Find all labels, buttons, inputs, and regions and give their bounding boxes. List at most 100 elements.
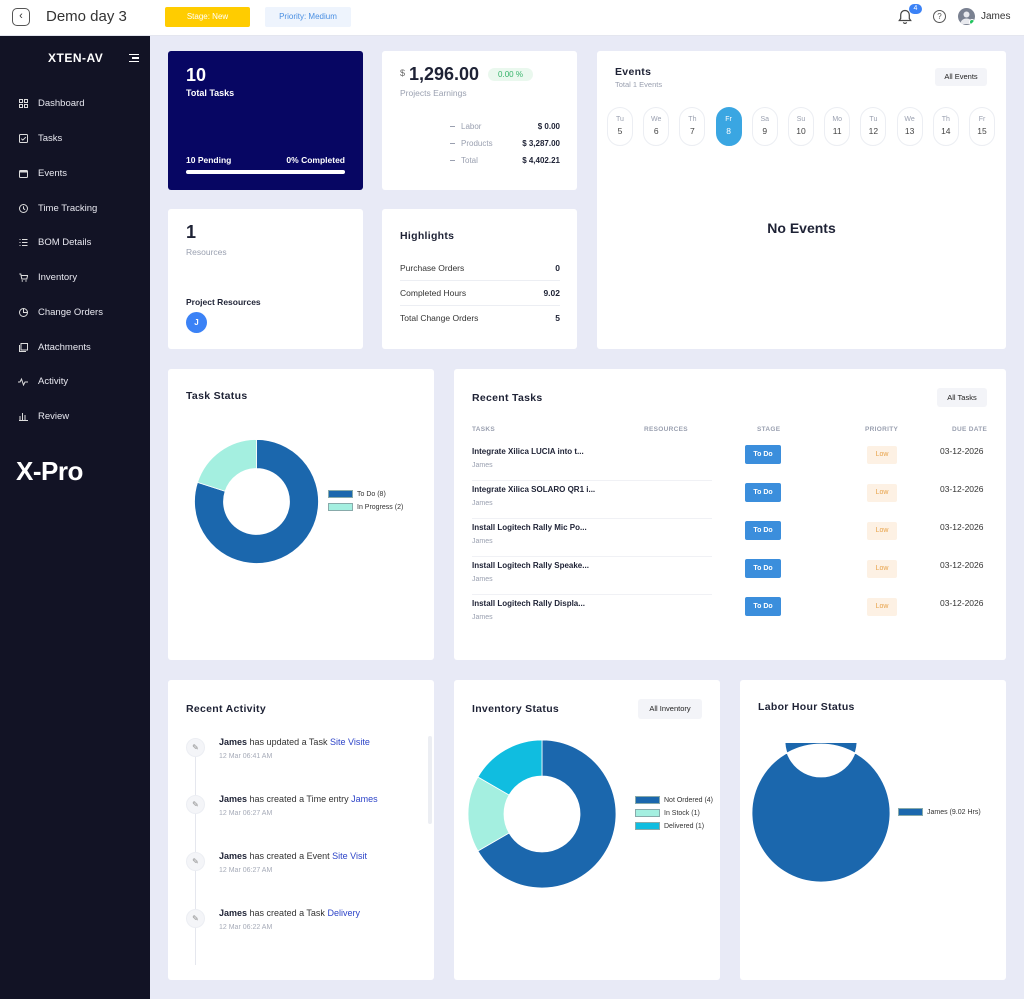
earnings-row-label: Products [450, 139, 493, 148]
stage-badge[interactable]: To Do [745, 521, 781, 540]
task-name[interactable]: Integrate Xilica LUCIA into t... [472, 447, 584, 456]
all-events-button[interactable]: All Events [935, 68, 987, 86]
earnings-row-label: Total [450, 156, 478, 165]
help-icon[interactable]: ? [933, 10, 946, 23]
avatar[interactable] [958, 8, 975, 25]
row-divider [472, 480, 712, 481]
day-th-7[interactable]: Th 7 [679, 107, 706, 146]
day-we-6[interactable]: We 6 [643, 107, 670, 146]
activity-text: James has updated a Task Site Visite [219, 737, 370, 747]
slice-0[interactable] [477, 739, 617, 889]
resources-count: 1 [186, 222, 197, 242]
day-date: 8 [726, 126, 731, 136]
stage-badge[interactable]: Stage: New [165, 7, 250, 27]
day-fr-15[interactable]: Fr 15 [969, 107, 995, 146]
day-date: 10 [796, 126, 806, 136]
stage-badge[interactable]: To Do [745, 445, 781, 464]
all-tasks-button[interactable]: All Tasks [937, 388, 987, 407]
day-name: Th [941, 116, 950, 123]
legend-swatch [328, 503, 353, 511]
activity-target-link[interactable]: James [351, 794, 378, 804]
task-status-title: Task Status [186, 390, 248, 402]
all-inventory-button[interactable]: All Inventory [638, 699, 702, 719]
sidebar-item-label: Inventory [38, 271, 78, 283]
divider [400, 280, 560, 281]
back-button[interactable]: ‹ [12, 8, 30, 26]
column-header-stage[interactable]: STAGE [757, 426, 781, 433]
day-mo-11[interactable]: Mo 11 [824, 107, 851, 146]
labor-hour-status-title: Labor Hour Status [758, 701, 855, 713]
column-header-due-date[interactable]: DUE DATE [952, 426, 988, 433]
sidebar-item-events[interactable]: Events [18, 166, 67, 180]
legend-item[interactable]: Not Ordered (4) [635, 795, 713, 805]
sidebar-item-tasks[interactable]: Tasks [18, 131, 62, 145]
x-pro-logo: X-Pro [16, 456, 83, 486]
activity-scrollbar[interactable] [428, 736, 432, 824]
column-header-tasks[interactable]: TASKS [472, 426, 496, 433]
activity-target-link[interactable]: Site Visit [332, 851, 367, 861]
task-resource: James [472, 538, 493, 545]
day-name: Sa [760, 116, 770, 123]
resource-avatar[interactable]: J [186, 312, 207, 333]
sidebar-item-time-tracking[interactable]: Time Tracking [18, 201, 97, 215]
row-divider [472, 518, 712, 519]
legend-item[interactable]: James (9.02 Hrs) [898, 807, 981, 817]
bell-icon[interactable] [898, 9, 912, 25]
slice-0[interactable] [194, 439, 319, 564]
stage-badge[interactable]: To Do [745, 597, 781, 616]
legend-item[interactable]: Delivered (1) [635, 821, 713, 831]
day-tu-5[interactable]: Tu 5 [607, 107, 633, 146]
activity-target-link[interactable]: Site Visite [329, 737, 370, 747]
inventory-status-donut-chart [467, 739, 617, 889]
sidebar-item-activity[interactable]: Activity [18, 374, 68, 388]
legend-item[interactable]: In Stock (1) [635, 808, 713, 818]
task-name[interactable]: Install Logitech Rally Speake... [472, 561, 589, 570]
legend-swatch [898, 808, 923, 816]
day-name: Th [688, 116, 697, 123]
slice-0[interactable] [751, 743, 891, 883]
sidebar-item-dashboard[interactable]: Dashboard [18, 96, 84, 110]
notification-count-badge: 4 [909, 4, 922, 14]
row-divider [472, 556, 712, 557]
day-su-10[interactable]: Su 10 [788, 107, 814, 146]
day-we-13[interactable]: We 13 [896, 107, 923, 146]
top-bar: ‹ Demo day 3 Stage: New Priority: Medium… [0, 0, 1024, 36]
slice-2[interactable] [477, 739, 543, 796]
priority-badge[interactable]: Priority: Medium [265, 7, 351, 27]
total-tasks-card: 10 Total Tasks 10 Pending 0% Completed [168, 51, 363, 190]
column-header-priority[interactable]: PRIORITY [865, 426, 899, 433]
stage-badge[interactable]: To Do [745, 483, 781, 502]
stage-badge[interactable]: To Do [745, 559, 781, 578]
activity-time: 12 Mar 06:27 AM [219, 810, 273, 817]
task-name[interactable]: Integrate Xilica SOLARO QR1 i... [472, 485, 596, 494]
day-sa-9[interactable]: Sa 9 [751, 107, 778, 146]
activity-target-link[interactable]: Delivery [327, 908, 360, 918]
edit-icon: ✎ [186, 738, 205, 757]
highlight-row-change-orders: Total Change Orders 5 [400, 313, 560, 323]
day-fr-8[interactable]: Fr 8 [715, 107, 742, 146]
day-date: 9 [762, 126, 768, 136]
slice-1[interactable] [197, 439, 257, 492]
chevron-left-icon: ‹ [19, 10, 23, 22]
user-name[interactable]: James [981, 11, 1011, 22]
day-name: Fr [978, 116, 986, 123]
sidebar-item-change-orders[interactable]: Change Orders [18, 305, 103, 319]
task-name[interactable]: Install Logitech Rally Displa... [472, 599, 585, 608]
sidebar-item-label: Tasks [38, 132, 63, 144]
highlights-title: Highlights [400, 230, 455, 242]
menu-toggle-icon[interactable] [129, 54, 139, 62]
task-name[interactable]: Install Logitech Rally Mic Po... [472, 523, 587, 532]
sidebar-item-inventory[interactable]: Inventory [18, 270, 77, 284]
day-tu-12[interactable]: Tu 12 [860, 107, 887, 146]
legend-item[interactable]: In Progress (2) [328, 502, 403, 512]
column-header-resources[interactable]: RESOURCES [644, 426, 688, 433]
legend-item[interactable]: To Do (8) [328, 489, 403, 499]
resources-card: 1 Resources Project Resources J [168, 209, 363, 349]
day-th-14[interactable]: Th 14 [932, 107, 959, 146]
activity-action: has created a Event [249, 851, 330, 861]
highlight-label: Purchase Orders [400, 263, 465, 273]
sidebar-item-bom-details[interactable]: BOM Details [18, 235, 91, 249]
sidebar-item-attachments[interactable]: Attachments [18, 340, 91, 354]
earnings-row-products: Products $ 3,287.00 [450, 139, 560, 148]
sidebar-item-review[interactable]: Review [18, 409, 69, 423]
